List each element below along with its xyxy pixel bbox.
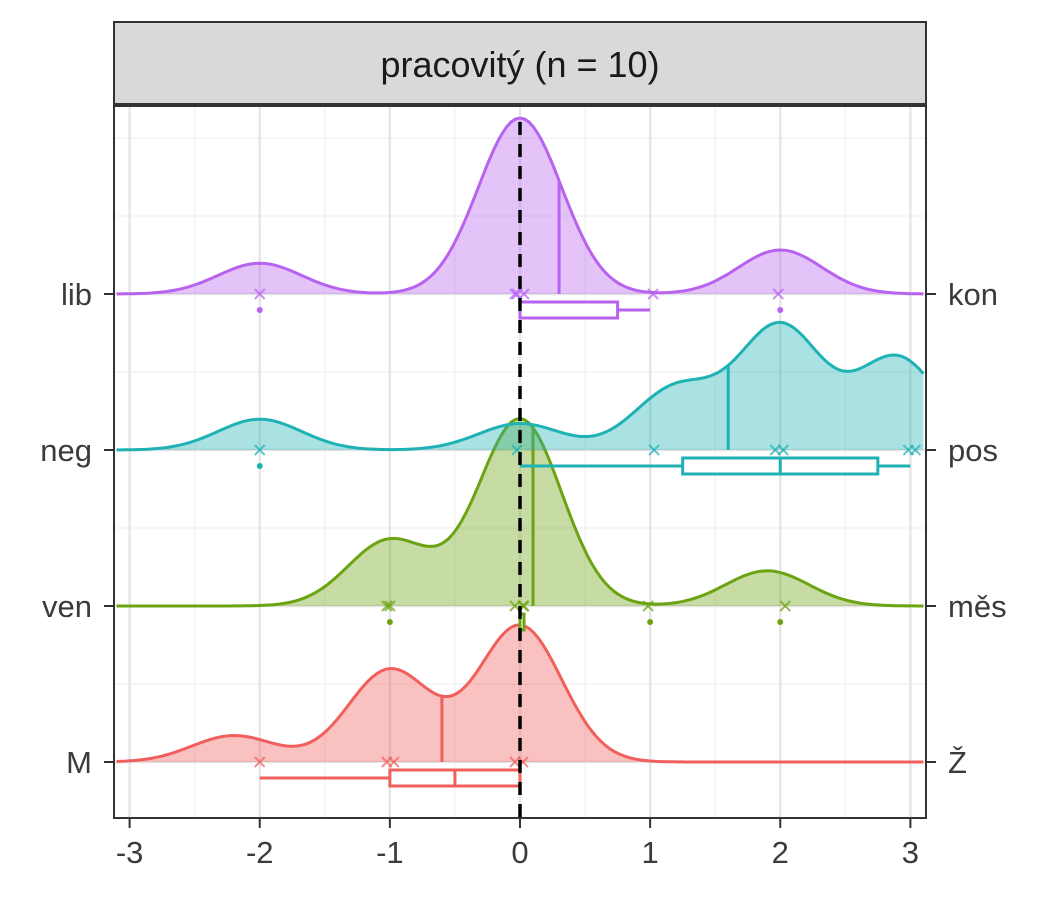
boxplot-outlier: [386, 619, 393, 625]
ridges: [116, 116, 925, 788]
data-point-neg: [909, 444, 922, 456]
data-point-lib: [772, 288, 784, 300]
data-point-stroke: [779, 600, 791, 612]
x-tick-label: -2: [246, 835, 274, 870]
data-point-ven: [779, 600, 791, 612]
left-tick-label-M: M: [66, 745, 92, 780]
data-point-ven: [384, 600, 396, 612]
boxplot-outlier: [647, 619, 654, 625]
right-tick-label-měs: měs: [948, 589, 1007, 624]
data-point-stroke: [384, 600, 396, 612]
density-line-lib: [116, 116, 924, 296]
x-tick-label: 2: [772, 835, 789, 870]
density-line-neg: [116, 320, 925, 452]
data-point-stroke: [388, 756, 400, 768]
density-area-neg: [116, 322, 924, 450]
x-tick-label: 1: [642, 835, 659, 870]
data-point-stroke: [518, 288, 530, 300]
boxplot-outlier: [777, 307, 784, 313]
boxplot-M: [259, 768, 522, 788]
x-axis: -3 -2 -1 0 1 2 3: [116, 818, 919, 870]
data-point-neg: [777, 444, 789, 456]
data-point-stroke: [647, 288, 659, 300]
panel-title: pracovitý (n = 10): [380, 44, 659, 85]
data-point-lib: [509, 288, 521, 300]
ridge-neg: [116, 320, 925, 476]
data-point-lib: [518, 288, 530, 300]
data-point-stroke: [909, 444, 922, 456]
data-point-stroke: [777, 444, 789, 456]
data-point-stroke: [509, 288, 521, 300]
boxplot-outlier: [256, 307, 263, 313]
left-tick-label-lib: lib: [61, 277, 92, 312]
data-point-stroke: [254, 444, 266, 456]
data-point-M: [254, 756, 266, 768]
right-tick-label-kon: kon: [948, 277, 998, 312]
strip-background: [113, 21, 927, 105]
x-tick-label: -1: [376, 835, 404, 870]
data-point-lib: [647, 288, 659, 300]
data-point-stroke: [511, 444, 523, 456]
data-point-ven: [642, 600, 654, 612]
right-tick-label-pos: pos: [948, 433, 998, 468]
left-tick-label-neg: neg: [40, 433, 92, 468]
data-point-stroke: [648, 444, 660, 456]
data-point-stroke: [254, 756, 266, 768]
data-point-stroke: [254, 288, 266, 300]
density-area-ven: [116, 418, 924, 606]
boxplot-outlier: [256, 463, 263, 469]
boxplot-outlier: [777, 619, 784, 625]
right-tick-label-Ž: Ž: [948, 745, 967, 780]
data-point-ven: [381, 600, 393, 612]
data-point-stroke: [772, 288, 784, 300]
density-area-M: [116, 624, 924, 762]
data-point-stroke: [642, 600, 654, 612]
data-point-neg: [254, 444, 266, 456]
ridge-M: [116, 623, 924, 788]
ridge-lib: [116, 116, 924, 320]
left-tick-label-ven: ven: [42, 589, 92, 624]
density-area-lib: [116, 118, 924, 294]
data-point-lib: [254, 288, 266, 300]
x-tick-label: 0: [511, 835, 528, 870]
data-point-M: [388, 756, 400, 768]
x-tick-label: -3: [116, 835, 144, 870]
boxplot-box: [518, 300, 620, 320]
data-point-stroke: [381, 600, 393, 612]
data-point-neg: [648, 444, 660, 456]
boxplot-neg: [256, 456, 911, 476]
x-tick-label: 3: [902, 835, 919, 870]
